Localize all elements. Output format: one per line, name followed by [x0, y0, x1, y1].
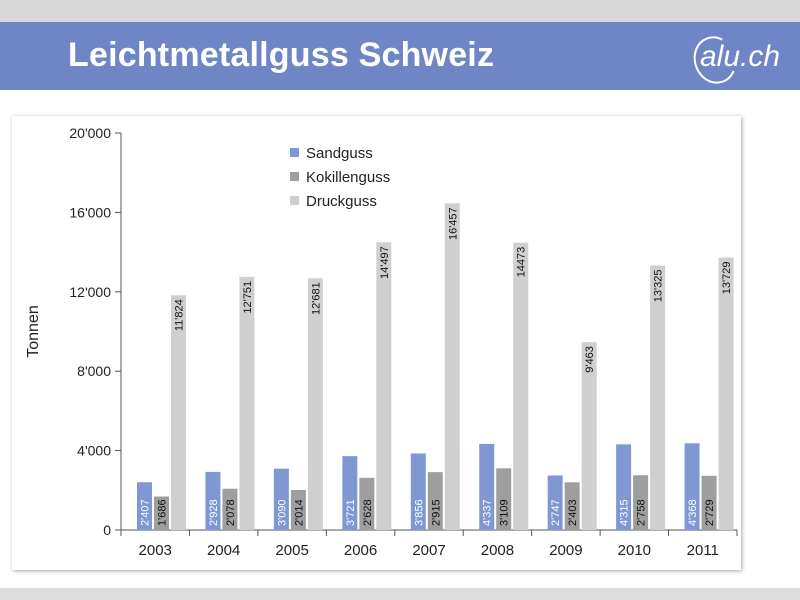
bar-value-label: 2'915	[430, 499, 442, 526]
x-tick-label: 2006	[344, 542, 377, 559]
legend-label: Sandguss	[306, 145, 373, 162]
bar-druckguss	[239, 276, 255, 530]
slide-title-bar	[0, 22, 800, 90]
bar-kokillenguss	[427, 472, 443, 530]
bar-value-label: 2'014	[293, 499, 305, 526]
bar-druckguss	[444, 203, 460, 530]
legend-label: Kokillenguss	[306, 169, 390, 186]
x-tick-label: 2007	[412, 542, 445, 559]
bar-sandguss	[684, 443, 700, 530]
alu-logo: alu.ch	[700, 40, 781, 73]
y-tick-label: 0	[103, 522, 111, 538]
bar-sandguss	[479, 443, 495, 530]
y-tick-label: 16'000	[69, 204, 111, 220]
x-tick-label: 2008	[481, 542, 514, 559]
bar-value-label: 2'729	[704, 499, 716, 526]
bar-kokillenguss	[154, 496, 169, 530]
bar-druckguss	[376, 242, 392, 530]
bar-sandguss	[273, 468, 289, 530]
bar-sandguss	[205, 471, 221, 530]
y-tick-label: 12'000	[69, 284, 111, 300]
bar-value-label: 16'457	[447, 207, 459, 240]
y-tick-label: 20'000	[69, 125, 111, 141]
bar-druckguss	[650, 265, 666, 530]
bar-value-label: 2'928	[208, 499, 220, 526]
bar-value-label: 13'325	[653, 269, 665, 302]
bar-sandguss	[616, 444, 632, 530]
bar-value-label: 2'403	[567, 499, 579, 526]
bar-value-label: 4'368	[687, 499, 699, 526]
bar-kokillenguss	[564, 482, 580, 530]
y-tick-label: 4'000	[77, 443, 111, 459]
bar-value-label: 1'686	[157, 499, 169, 526]
bar-druckguss	[581, 342, 597, 530]
bar-value-label: 12'751	[242, 281, 254, 314]
bar-value-label: 2'628	[362, 499, 374, 526]
bar-kokillenguss	[359, 477, 375, 530]
bar-value-label: 3'090	[276, 499, 288, 526]
legend-swatch	[290, 172, 299, 181]
slide-top-strip	[0, 0, 800, 22]
bar-druckguss	[718, 257, 734, 530]
bar-value-label: 11'824	[174, 299, 186, 331]
bar-value-label: 2'747	[550, 499, 562, 526]
bar-value-label: 3'721	[345, 499, 357, 526]
bar-sandguss	[410, 453, 426, 530]
legend-swatch	[290, 148, 299, 157]
bar-value-label: 3'856	[413, 499, 425, 526]
bar-value-label: 3'109	[499, 499, 511, 526]
bar-kokillenguss	[222, 488, 238, 530]
x-tick-label: 2011	[687, 542, 719, 559]
y-axis-title: Tonnen	[25, 305, 42, 358]
x-tick-label: 2010	[618, 542, 651, 559]
bar-value-label: 2'078	[225, 499, 237, 526]
slide-bottom-strip	[0, 588, 800, 600]
bar-value-label: 13'729	[721, 261, 733, 294]
bar-kokillenguss	[290, 490, 306, 530]
bar-value-label: 4'337	[482, 499, 494, 526]
bar-kokillenguss	[633, 475, 649, 530]
bar-sandguss	[137, 482, 152, 530]
bar-value-label: 14'497	[379, 246, 391, 279]
bar-sandguss	[547, 475, 563, 530]
bar-druckguss	[513, 242, 529, 531]
bar-druckguss	[171, 295, 186, 530]
y-tick-label: 8'000	[77, 363, 111, 379]
bar-value-label: 12'681	[310, 282, 322, 315]
bar-druckguss	[307, 278, 323, 530]
x-tick-label: 2005	[275, 542, 308, 559]
legend-label: Druckguss	[306, 193, 377, 210]
bar-kokillenguss	[701, 475, 717, 530]
x-tick-label: 2003	[139, 542, 172, 559]
bar-value-label: 9'463	[584, 346, 596, 373]
x-tick-label: 2004	[207, 542, 240, 559]
bar-value-label: 2'758	[636, 499, 648, 526]
bar-value-label: 4'315	[619, 499, 631, 526]
bar-value-label: 2'407	[140, 499, 152, 526]
slide-title: Leichtmetallguss Schweiz	[68, 36, 495, 74]
legend-swatch	[290, 196, 299, 205]
bar-sandguss	[342, 456, 358, 530]
x-tick-label: 2009	[549, 542, 582, 559]
bar-value-label: 14473	[516, 247, 528, 278]
bar-kokillenguss	[496, 468, 512, 530]
